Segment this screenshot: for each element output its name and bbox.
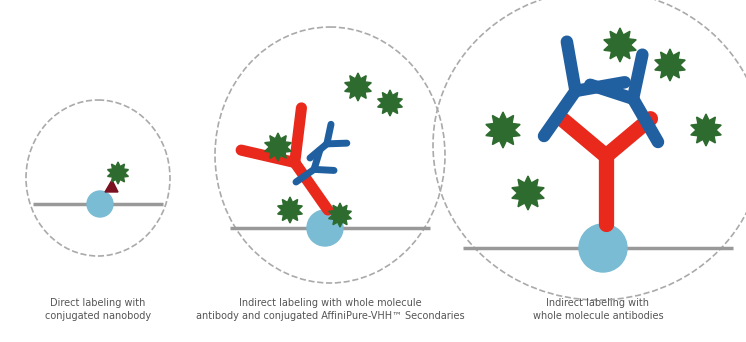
Polygon shape	[486, 112, 520, 148]
Polygon shape	[377, 90, 402, 116]
Circle shape	[307, 210, 343, 246]
Polygon shape	[345, 73, 372, 101]
Polygon shape	[691, 114, 721, 146]
Polygon shape	[655, 49, 686, 81]
Polygon shape	[328, 203, 351, 227]
Polygon shape	[107, 162, 128, 184]
Text: Indirect labeling with
whole molecule antibodies: Indirect labeling with whole molecule an…	[533, 298, 663, 321]
Polygon shape	[105, 180, 118, 192]
Polygon shape	[278, 197, 302, 223]
Circle shape	[579, 224, 627, 272]
Circle shape	[87, 191, 113, 217]
Polygon shape	[512, 176, 544, 210]
Polygon shape	[265, 133, 292, 161]
Polygon shape	[604, 28, 636, 62]
Text: Indirect labeling with whole molecule
antibody and conjugated AffiniPure-VHH™ Se: Indirect labeling with whole molecule an…	[195, 298, 464, 321]
Text: Direct labeling with
conjugated nanobody: Direct labeling with conjugated nanobody	[45, 298, 151, 321]
